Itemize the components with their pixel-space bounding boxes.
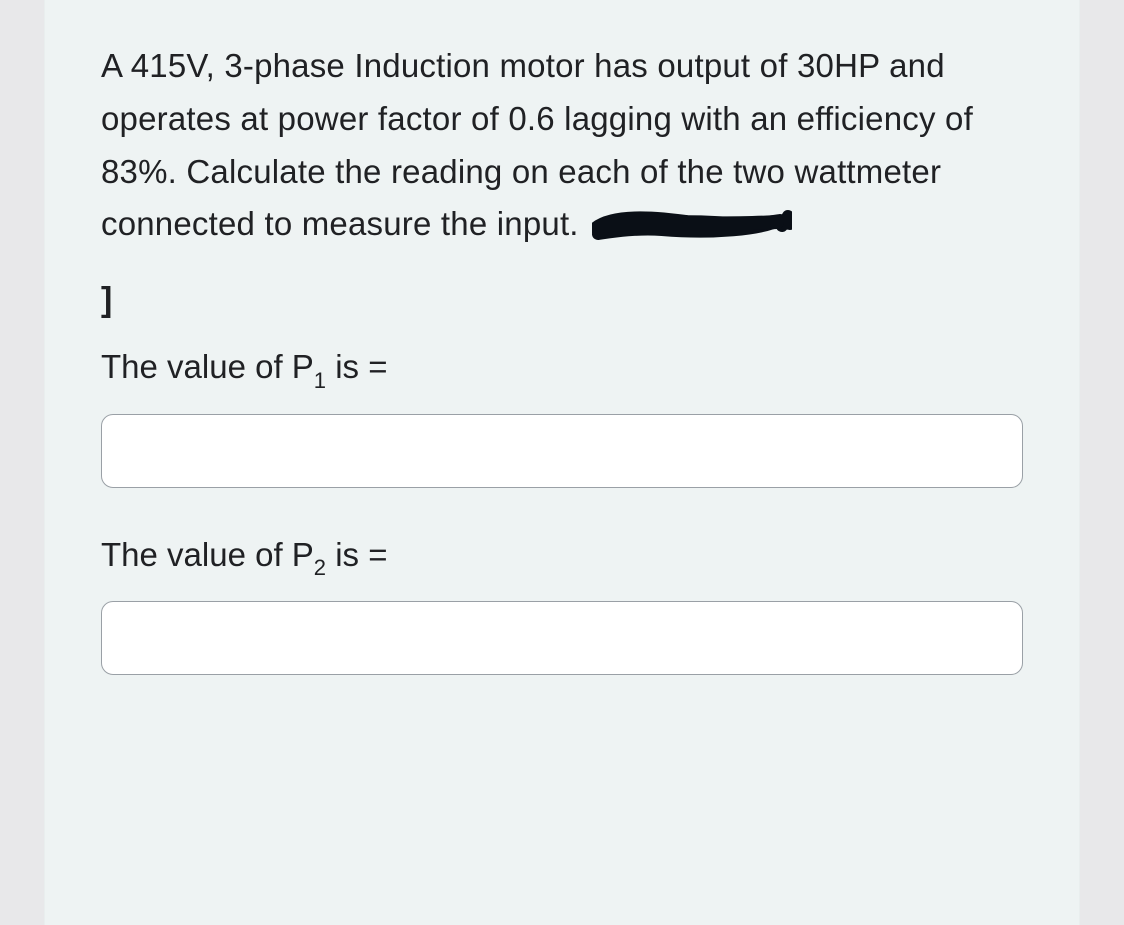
field-group-p2: The value of P2 is = <box>101 536 1023 676</box>
label-p1: The value of P1 is = <box>101 348 1023 392</box>
field-group-p1: The value of P1 is = <box>101 348 1023 488</box>
input-p1[interactable] <box>101 414 1023 488</box>
label-p2-prefix: The value of P <box>101 536 314 573</box>
input-p2[interactable] <box>101 601 1023 675</box>
stray-bracket: ] <box>101 281 1023 320</box>
label-p1-prefix: The value of P <box>101 348 314 385</box>
question-text: A 415V, 3-phase Induction motor has outp… <box>101 40 1023 251</box>
label-p1-suffix: is = <box>326 348 387 385</box>
label-p2-suffix: is = <box>326 536 387 573</box>
question-body: A 415V, 3-phase Induction motor has outp… <box>101 47 973 242</box>
label-p2: The value of P2 is = <box>101 536 1023 580</box>
question-card: A 415V, 3-phase Induction motor has outp… <box>44 0 1080 925</box>
redaction-mark <box>592 212 792 242</box>
label-p1-sub: 1 <box>314 368 326 393</box>
label-p2-sub: 2 <box>314 555 326 580</box>
page-outer: A 415V, 3-phase Induction motor has outp… <box>0 0 1124 925</box>
